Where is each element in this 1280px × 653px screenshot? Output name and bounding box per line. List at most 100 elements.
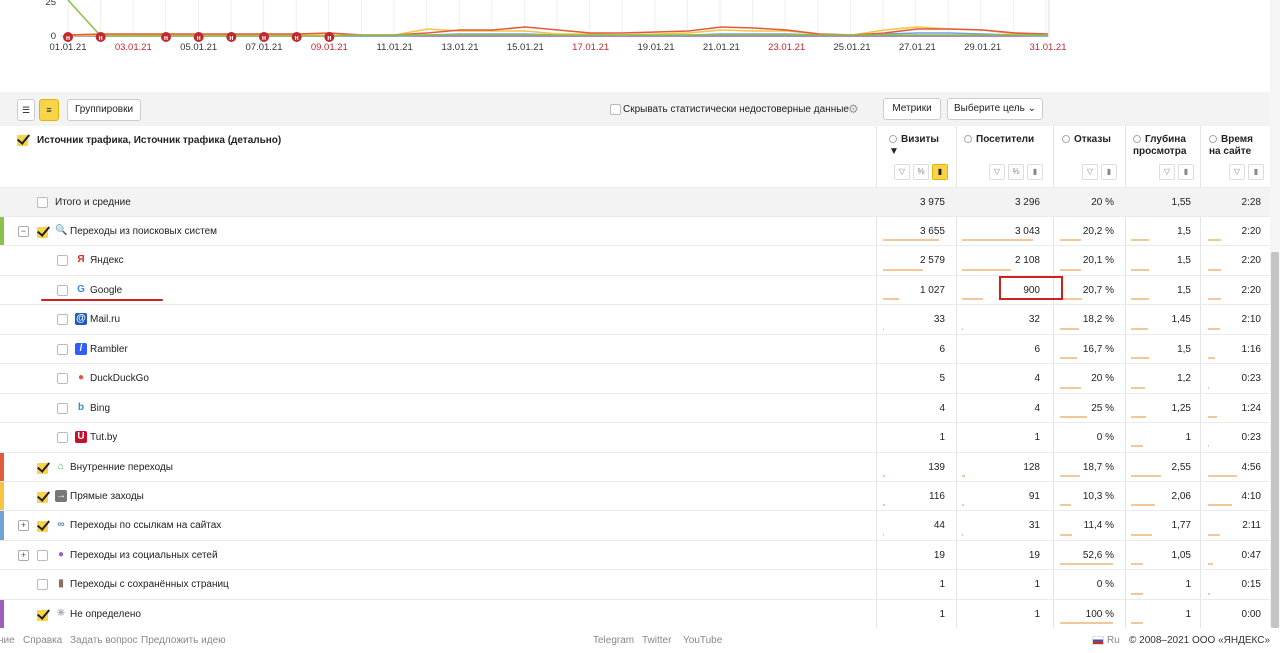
radio-icon[interactable]: [1133, 135, 1141, 143]
dimension-header[interactable]: Источник трафика, Источник трафика (дета…: [37, 135, 282, 146]
share-bar: [1060, 268, 1082, 271]
list-view-toggle[interactable]: ☰: [17, 99, 35, 121]
bar-chart-icon[interactable]: ▮: [932, 164, 948, 180]
row-checkbox[interactable]: [57, 343, 68, 355]
filter-icon[interactable]: ▽: [894, 164, 910, 180]
telegram-link[interactable]: Telegram: [593, 635, 635, 646]
expand-toggle[interactable]: +: [18, 549, 29, 561]
row-checkbox[interactable]: [37, 226, 49, 238]
bar-chart-icon[interactable]: ▮: [1027, 164, 1043, 180]
holiday-marker-label: н: [295, 35, 299, 42]
footer-link[interactable]: ние: [0, 635, 15, 646]
column-header-bounce-rate[interactable]: Отказы: [1062, 134, 1117, 146]
column-header-page-depth[interactable]: Глубина просмотра: [1133, 134, 1194, 158]
holiday-marker: [324, 32, 335, 42]
bar-chart-icon[interactable]: ▮: [1178, 164, 1194, 180]
table-row[interactable]: b Bing 4 4 25 % 1,25 1:24: [0, 392, 1270, 422]
filter-icon[interactable]: ▽: [1229, 164, 1245, 180]
table-row[interactable]: G Google 1 027 900 20,7 % 1,5 2:20: [0, 274, 1270, 304]
expand-toggle[interactable]: −: [18, 225, 29, 237]
row-checkbox[interactable]: [37, 462, 49, 474]
row-checkbox[interactable]: [57, 314, 68, 326]
goal-select[interactable]: Выберите цель ⌄: [947, 98, 1043, 120]
column-header-visitors[interactable]: Посетители: [964, 134, 1043, 146]
column-separator: [876, 126, 877, 628]
filter-icon[interactable]: ▽: [1082, 164, 1098, 180]
percent-icon[interactable]: %: [913, 164, 929, 180]
row-checkbox[interactable]: [37, 196, 48, 208]
table-row[interactable]: @ Mail.ru 33 32 18,2 % 1,45 2:10: [0, 304, 1270, 333]
filter-icon[interactable]: ▽: [989, 164, 1005, 180]
column-tools: ▽ ▮: [1079, 164, 1117, 180]
row-checkbox[interactable]: [57, 402, 68, 414]
table-row[interactable]: U Tut.by 1 1 0 % 1 0:23: [0, 422, 1270, 451]
table-header: [0, 126, 1270, 186]
table-row[interactable]: ● DuckDuckGo 5 4 20 % 1,2 0:23: [0, 363, 1270, 392]
cell-time-on-site: 4:56: [1241, 461, 1261, 473]
row-checkbox[interactable]: [57, 255, 68, 267]
sort-desc-icon: ▼: [889, 146, 899, 157]
groupings-button[interactable]: Группировки: [67, 99, 141, 121]
radio-icon[interactable]: [889, 135, 897, 143]
cell-page-depth: 1,55: [1171, 196, 1191, 208]
cell-visits: 4: [939, 402, 945, 414]
radio-icon[interactable]: [1209, 135, 1217, 143]
totals-row[interactable]: Итого и средние 3 975 3 296 20 % 1,55 2:28: [0, 186, 1270, 216]
column-header-time-on-site[interactable]: Время на сайте: [1209, 134, 1264, 158]
row-checkbox[interactable]: [37, 549, 48, 561]
gear-icon[interactable]: ⚙: [848, 102, 859, 116]
x-tick-label: 05.01.21: [180, 42, 217, 53]
series-color-stripe: [0, 452, 4, 482]
dimension-checkbox[interactable]: [17, 134, 29, 149]
scrollbar-thumb[interactable]: [1271, 252, 1279, 628]
share-bar: [1131, 298, 1149, 301]
radio-icon[interactable]: [1062, 135, 1070, 143]
copyright: © 2008–2021 ООО «ЯНДЕКС»: [1129, 635, 1271, 646]
column-separator: [1125, 126, 1126, 628]
chevron-down-icon: ⌄: [1027, 103, 1037, 114]
row-checkbox[interactable]: [57, 284, 68, 296]
traffic-line-chart: 25 001.01.21 03.01.21 05.01.21 07.01.21 09.01…: [45, 0, 1066, 53]
share-bar: [962, 533, 963, 536]
cell-visits: 116: [929, 491, 945, 502]
filter-icon[interactable]: ▽: [1159, 164, 1175, 180]
column-header-visits[interactable]: Визиты ▼: [889, 134, 948, 158]
table-row[interactable]: ▮ Переходы с сохранённых страниц 1 1 0 % 1 0:1…: [0, 569, 1270, 598]
row-checkbox[interactable]: [57, 373, 68, 385]
table-row[interactable]: ⌂ Внутренние переходы 139 128 18,7 % 2,55 4:56: [0, 451, 1270, 482]
bar-chart-icon[interactable]: ▮: [1101, 164, 1117, 180]
row-checkbox[interactable]: [37, 609, 49, 621]
row-checkbox[interactable]: [37, 520, 49, 533]
twitter-link[interactable]: Twitter: [642, 635, 672, 646]
table-row[interactable]: ✳ Не определено 1 1 100 % 1 0:00: [0, 598, 1270, 630]
row-checkbox[interactable]: [37, 579, 48, 591]
table-row[interactable]: + ∞ Переходы по ссылкам на сайтах 44 31 11,4 …: [0, 510, 1270, 541]
vertical-scrollbar[interactable]: [1270, 0, 1280, 628]
cell-visits: 1 027: [919, 284, 945, 296]
row-checkbox[interactable]: [57, 432, 68, 444]
table-row[interactable]: Я Яндекс 2 579 2 108 20,1 % 1,5 2:20: [0, 245, 1270, 274]
cell-visits: 5: [939, 373, 945, 385]
language-switch[interactable]: Ru: [1107, 635, 1120, 646]
column-label: Отказы: [1074, 134, 1111, 145]
percent-icon[interactable]: %: [1008, 164, 1024, 180]
series-color-stripe: [0, 599, 4, 630]
google-icon: G: [77, 283, 85, 295]
suggest-idea-link[interactable]: Предложить идею: [141, 635, 226, 646]
hide-unreliable-checkbox[interactable]: [610, 104, 621, 115]
table-row[interactable]: / Rambler 6 6 16,7 % 1,5 1:16: [0, 333, 1270, 363]
metrics-button[interactable]: Метрики: [883, 98, 941, 120]
tree-view-toggle[interactable]: ≡: [39, 99, 59, 121]
cell-bounce-rate: 20,7 %: [1082, 284, 1114, 296]
table-row[interactable]: → Прямые заходы 116 91 10,3 % 2,06 4:10: [0, 481, 1270, 512]
expand-toggle[interactable]: +: [18, 520, 29, 532]
table-row[interactable]: − 🔍 Переходы из поисковых систем 3 655 3 043…: [0, 215, 1270, 247]
row-checkbox[interactable]: [37, 491, 49, 503]
cell-time-on-site: 0:15: [1241, 579, 1261, 591]
table-row[interactable]: + ● Переходы из социальных сетей 19 19 52,6 %…: [0, 539, 1270, 569]
radio-icon[interactable]: [964, 135, 972, 143]
youtube-link[interactable]: YouTube: [683, 635, 723, 646]
help-link[interactable]: Справка: [23, 635, 63, 646]
bar-chart-icon[interactable]: ▮: [1248, 164, 1264, 180]
ask-question-link[interactable]: Задать вопрос: [70, 635, 138, 646]
